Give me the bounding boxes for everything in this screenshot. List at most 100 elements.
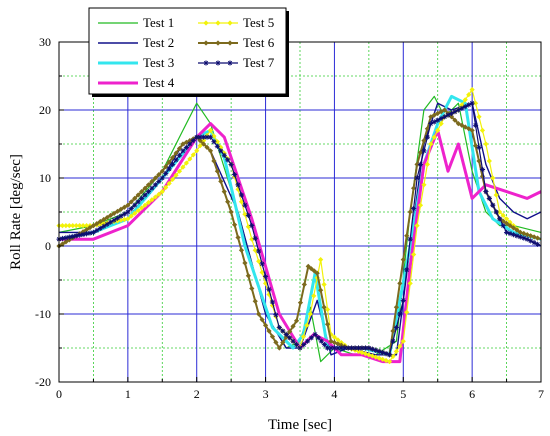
series-6-marker	[514, 227, 520, 233]
series-6-marker	[507, 223, 513, 229]
series-6-marker	[503, 220, 510, 226]
series-7-marker	[521, 235, 527, 241]
series-6-marker	[142, 185, 148, 191]
series-5-marker	[145, 199, 152, 206]
series-6-marker	[121, 204, 128, 210]
series-7-marker	[204, 134, 210, 140]
series-6-marker	[308, 266, 314, 272]
series-5-marker	[417, 202, 424, 208]
series-5-marker	[466, 92, 472, 98]
series-7-marker	[80, 231, 86, 238]
series-7-marker	[83, 231, 90, 237]
series-6-marker	[97, 218, 103, 225]
series-5-marker	[159, 189, 165, 195]
series-6-marker	[132, 195, 138, 201]
series-7-marker	[280, 328, 286, 334]
series-6-marker	[108, 212, 114, 218]
series-5-marker	[227, 20, 233, 26]
series-7-marker	[262, 274, 269, 280]
series-6-marker	[259, 317, 265, 323]
series-7-marker	[104, 221, 110, 227]
series-5-marker	[97, 221, 103, 227]
series-7-marker	[77, 232, 83, 238]
series-2-line	[59, 102, 542, 356]
series-5-marker	[180, 164, 186, 170]
series-7-marker	[373, 347, 379, 353]
series-7-marker	[366, 345, 372, 351]
series-7-marker	[118, 213, 124, 219]
series-7-marker	[197, 134, 203, 140]
series-6-marker	[176, 145, 183, 152]
series-6-marker	[197, 138, 203, 144]
series-7-marker	[362, 345, 369, 351]
series-5-marker	[435, 127, 441, 133]
series-7-marker	[256, 248, 262, 254]
series-7-marker	[312, 331, 318, 337]
legend-box	[88, 7, 287, 95]
series-7-marker	[180, 148, 186, 154]
series-6-marker	[400, 257, 406, 263]
series-7-marker	[297, 345, 303, 351]
series-7-marker	[338, 345, 344, 351]
series-5-marker	[63, 223, 69, 229]
x-tick-label: 5	[400, 387, 406, 401]
series-5-marker	[125, 216, 131, 222]
series-5-marker	[490, 175, 496, 181]
series-7-marker	[431, 119, 437, 125]
series-5-marker	[400, 338, 406, 344]
series-6-marker	[510, 225, 517, 231]
series-5-marker	[397, 343, 403, 349]
series-5-marker	[479, 127, 486, 133]
series-6-marker	[128, 199, 134, 205]
series-7-marker	[259, 261, 265, 267]
series-5-marker	[428, 141, 434, 147]
series-7-marker	[493, 209, 499, 215]
series-5-marker	[215, 20, 221, 26]
series-7-marker	[249, 223, 255, 229]
series-7-marker	[355, 345, 362, 351]
series-6-marker	[269, 334, 276, 340]
series-5-marker	[156, 191, 162, 197]
series-5-marker	[256, 258, 262, 264]
series-7-marker	[273, 312, 279, 318]
series-6-marker	[414, 161, 420, 167]
series-5-marker	[366, 352, 372, 358]
series-5-marker	[362, 351, 369, 357]
series-5-marker	[190, 152, 196, 158]
series-6-marker	[273, 339, 279, 345]
series-5-marker	[183, 160, 189, 166]
series-7-marker	[308, 335, 314, 341]
y-tick-label: 10	[39, 171, 51, 185]
series-7-marker	[462, 104, 468, 110]
series-6-marker	[59, 241, 66, 247]
series-6-marker	[469, 127, 475, 133]
series-7-marker	[125, 209, 131, 215]
series-5-marker	[462, 97, 468, 103]
series-7-marker	[132, 202, 138, 208]
series-7-marker	[476, 144, 482, 150]
series-7-marker	[215, 60, 221, 66]
x-tick-label: 1	[125, 387, 131, 401]
series-7-marker	[404, 267, 410, 273]
x-tick-label: 4	[331, 387, 337, 401]
series-7-marker	[442, 114, 448, 120]
legend-label: Test 2	[143, 35, 174, 50]
legend-item-4: Test 4	[98, 75, 175, 90]
series-7-marker	[183, 144, 189, 150]
series-5-marker	[249, 236, 255, 242]
series-5-marker	[411, 251, 417, 258]
series-6-marker	[125, 202, 131, 208]
y-tick-label: 20	[39, 103, 51, 117]
series-7-marker	[455, 107, 461, 113]
y-tick-label: 30	[39, 35, 51, 49]
series-5-marker	[469, 87, 475, 93]
series-6-marker	[338, 342, 344, 348]
series-7-marker	[497, 216, 503, 222]
series-7-marker	[218, 148, 224, 154]
series-4-line	[59, 122, 542, 364]
series-7-marker	[490, 202, 496, 208]
series-5-marker	[118, 217, 124, 223]
series-7-marker	[245, 212, 251, 218]
series-5-marker	[431, 134, 437, 140]
